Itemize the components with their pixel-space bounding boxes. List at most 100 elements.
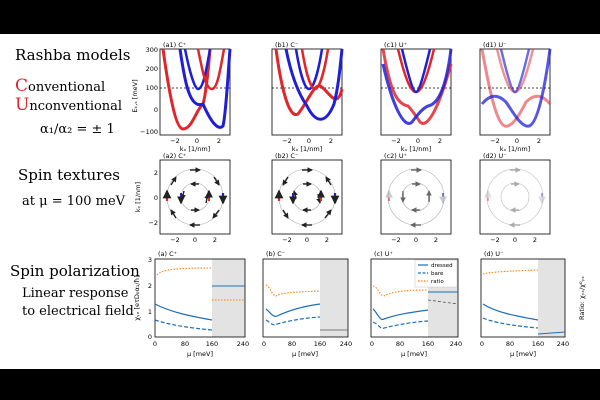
r3b-xt2: 160 [314,340,326,348]
r3d-xlabel: μ [meV] [510,350,536,358]
r2c-xt0: −2 [391,236,401,244]
panel-r3c-title: (c) U⁺ [374,250,393,258]
r3-ylabel-left: χᵧₓ [eτD₀α₁/ħ] [133,275,141,320]
panel-r3c: (c) U⁺ dressed bare ratio [370,250,459,338]
r1a-xt1: 0 [195,137,199,145]
r3c-xlabel: μ [meV] [401,350,427,358]
alpha-ratio: α₁/α₂ = ± 1 [40,122,115,137]
r3b-xt3: 240 [340,340,352,348]
legend-ratio: ratio [431,279,444,285]
panel-d2-title: (d2) U⁻ [483,152,507,160]
r2d-xt0: −2 [490,236,500,244]
r3c-xt3: 240 [450,340,462,348]
r1-ytick-200: 200 [146,65,158,73]
panels-svg: (a1) C⁺ (b1) C⁻ (c1) U⁺ (d [131,41,586,358]
row1-axes: 300 200 100 0 −100 Eₖ,ₛ [meV] −2 0 2 kₓ … [131,46,541,153]
unconv-rest: nconventional [29,99,123,114]
r2-ylabel: kᵧ [1/nm] [134,182,142,212]
r2-ytick-2: 2 [154,169,158,177]
r3a-xt0: 0 [153,340,157,348]
row3-axes: 3 2 1 0 χᵧₓ [eτD₀α₁/ħ] Ratio: χᵧₓ/χ⁰ᵧₓ 0… [133,256,586,358]
r1-ytick-0: 0 [154,106,158,114]
panel-c2-title: (c2) U⁺ [384,152,407,160]
r1a-xt0: −2 [170,137,180,145]
r1d-xt0: −2 [490,137,500,145]
r2d-xt2: 2 [533,236,537,244]
r1d-xlabel: kₓ [1/nm] [500,145,531,153]
unconv-initial: U [15,95,30,115]
r3c-xt0: 0 [370,340,374,348]
figure: Rashba models Conventional Unconventiona… [0,34,600,369]
spin-textures-title: Spin textures [18,166,120,184]
row2-axes: 2 0 −2 kᵧ [1/nm] −2 0 2 −2 0 2 −2 0 2 −2… [134,169,537,244]
r3-ytick-2: 2 [148,282,152,290]
panel-a1: (a1) C⁺ [159,41,232,136]
panel-r3d-title: (d) U⁻ [484,250,503,258]
conv-rest: onventional [28,80,106,95]
r3-ytick-3: 3 [148,256,152,264]
panel-b2: (b2) C⁻ [271,152,343,235]
r1c-xt0: −2 [391,137,401,145]
legend-dressed: dressed [431,263,453,269]
r3a-xt1: 80 [181,340,189,348]
r2b-xt2: 2 [325,236,329,244]
panel-r3b: (b) C⁻ [262,250,349,338]
r3a-xt2: 160 [206,340,218,348]
r2-ytick-m2: −2 [148,219,158,227]
panel-b2-title: (b2) C⁻ [275,152,298,160]
r3-ytick-0: 0 [148,333,152,341]
r1-ytick-m100: −100 [140,128,158,136]
r3d-xt1: 80 [506,340,514,348]
panel-c1: (c1) U⁺ [380,41,453,136]
r1b-xt2: 2 [329,137,333,145]
r3d-xt2: 160 [532,340,544,348]
panel-c2: (c2) U⁺ [380,152,452,235]
panel-d1-title: (d1) U⁻ [483,41,507,49]
r1-ytick-300: 300 [146,46,158,54]
unconventional-label: Unconventional [15,95,122,115]
r1d-xt1: 0 [515,137,519,145]
r2d-xt1: 0 [513,236,517,244]
panel-r3a-title: (a) C⁺ [158,250,177,258]
r3b-xlabel: μ [meV] [292,350,318,358]
r2b-xt0: −2 [282,236,292,244]
rashba-title: Rashba models [15,46,131,64]
r3d-xt3: 240 [557,340,569,348]
panel-d1: (d1) U⁻ [479,41,552,136]
r1-ylabel: Eₖ,ₛ [meV] [131,79,139,112]
panel-a1-title: (a1) C⁺ [163,41,186,49]
r2b-xt1: 0 [305,236,309,244]
r3b-xt0: 0 [262,340,266,348]
panel-d2: (d2) U⁻ [479,152,551,235]
r1d-xt2: 2 [537,137,541,145]
r2a-xt1: 0 [193,236,197,244]
linear-response-2: to electrical field [22,304,134,319]
panel-r3b-title: (b) C⁻ [266,250,285,258]
conventional-label: Conventional [15,76,105,96]
panel-r3d: (d) U⁻ [480,250,566,338]
r3c-xt2: 160 [422,340,434,348]
panel-c1-title: (c1) U⁺ [384,41,407,49]
panel-r3a: (a) C⁺ [154,250,246,338]
r3-ytick-1: 1 [148,308,152,316]
legend-bare: bare [431,271,444,277]
panel-b1-title: (b1) C⁻ [275,41,298,49]
r2a-xt0: −2 [170,236,180,244]
r2-ytick-0: 0 [154,194,158,202]
r1b-xt0: −2 [282,137,292,145]
mu-value: at μ = 100 meV [22,194,126,209]
r3c-xt1: 80 [396,340,404,348]
r1c-xt1: 0 [416,137,420,145]
r3d-xt0: 0 [480,340,484,348]
panel-b1: (b1) C⁻ [271,41,344,136]
r3b-xt1: 80 [288,340,296,348]
linear-response-1: Linear response [22,286,129,301]
r3a-xt3: 240 [237,340,249,348]
panel-a2: (a2) C⁺ [159,152,231,235]
r1a-xlabel: kₓ [1/nm] [180,145,211,153]
conv-initial: C [15,76,29,96]
spin-pol-title: Spin polarization [10,262,140,280]
r2c-xt1: 0 [414,236,418,244]
r2c-xt2: 2 [434,236,438,244]
r2a-xt2: 2 [213,236,217,244]
